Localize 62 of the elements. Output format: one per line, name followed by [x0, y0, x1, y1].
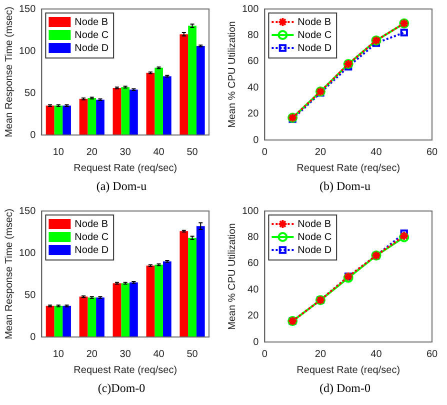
y-tick-label: 20 — [248, 310, 260, 322]
y-axis-title: Mean % CPU Utilization — [226, 223, 238, 330]
x-tick-label: 0 — [262, 348, 268, 360]
y-tick-label: 60 — [248, 56, 260, 68]
x-tick-label: 50 — [186, 348, 198, 360]
legend-label: Node B — [74, 16, 108, 28]
y-tick-label: 60 — [248, 258, 260, 270]
y-tick-label: 20 — [248, 108, 260, 120]
y-axis-title: Mean % CPU Utilization — [226, 21, 238, 128]
legend-label: Node D — [298, 42, 332, 54]
y-tick-label: 40 — [248, 284, 260, 296]
x-tick-label: 30 — [120, 146, 132, 158]
y-tick-label: 100 — [18, 46, 36, 57]
y-tick-label: 150 — [18, 206, 36, 217]
text: (d) Dom-0 — [318, 381, 372, 396]
text: (c)Dom-0 — [96, 381, 146, 396]
x-tick-label: 10 — [52, 146, 64, 158]
y-tick-label: 0 — [30, 332, 36, 343]
y-tick-label: 100 — [242, 4, 260, 15]
x-tick-label: 40 — [153, 348, 165, 360]
legend-label: Node D — [74, 42, 109, 54]
x-axis-title: Request Rate (req/sec) — [296, 162, 400, 174]
y-tick-label: 100 — [18, 248, 36, 259]
y-tick-label: 40 — [248, 82, 260, 94]
x-tick-label: 40 — [370, 146, 382, 158]
legend-label: Node B — [298, 16, 332, 28]
legend-label: Node C — [298, 232, 332, 243]
x-axis-title: Request Rate (req/sec) — [74, 364, 178, 376]
x-tick-label: 50 — [186, 146, 198, 158]
legend-label: Node C — [298, 30, 332, 41]
x-tick-label: 30 — [120, 348, 132, 360]
x-tick-label: 60 — [426, 146, 438, 158]
legend-label: Node B — [74, 218, 108, 230]
text: (a) Dom-u — [95, 179, 148, 194]
x-tick-label: 10 — [52, 348, 64, 360]
x-tick-label: 40 — [153, 146, 165, 158]
legend-label: Node D — [74, 244, 109, 256]
y-tick-label: 0 — [30, 130, 36, 141]
x-axis-title: Request Rate (req/sec) — [74, 162, 178, 174]
x-tick-label: 20 — [86, 146, 98, 158]
y-tick-label: 50 — [24, 290, 36, 301]
y-axis-title: Mean Response Time (msec) — [4, 6, 15, 138]
x-tick-label: 20 — [314, 146, 326, 158]
y-tick-label: 0 — [253, 336, 260, 348]
legend-label: Node B — [298, 218, 332, 230]
y-tick-label: 100 — [242, 206, 260, 217]
y-tick-label: 80 — [248, 30, 260, 41]
x-tick-label: 20 — [314, 348, 326, 360]
legend-label: Node D — [298, 244, 332, 256]
x-tick-label: 0 — [262, 146, 268, 158]
text: (b) Dom-u — [318, 179, 372, 194]
legend-label: Node C — [74, 30, 109, 41]
y-tick-label: 0 — [253, 134, 260, 146]
y-axis-title: Mean Response Time (msec) — [4, 208, 15, 340]
legend-label: Node C — [74, 232, 109, 243]
x-axis-title: Request Rate (req/sec) — [296, 364, 400, 376]
y-tick-label: 80 — [248, 232, 260, 243]
y-tick-label: 50 — [24, 88, 36, 99]
x-tick-label: 60 — [426, 348, 438, 360]
y-tick-label: 150 — [18, 4, 36, 15]
x-tick-label: 40 — [370, 348, 382, 360]
x-tick-label: 20 — [86, 348, 98, 360]
